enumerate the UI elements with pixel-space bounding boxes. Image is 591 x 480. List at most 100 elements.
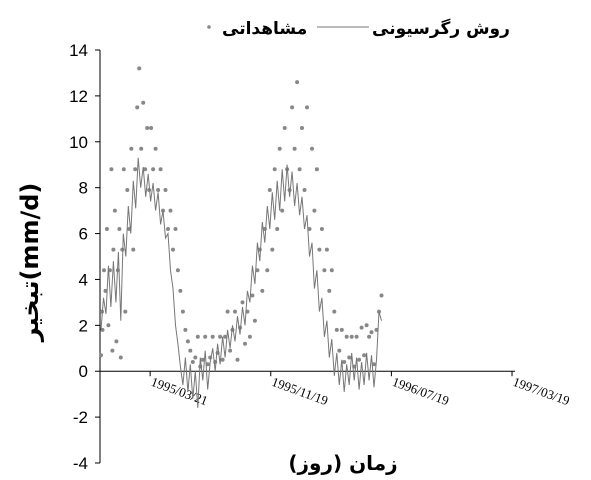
observed-point xyxy=(310,146,314,151)
observed-point xyxy=(372,362,376,367)
series-layer xyxy=(99,66,384,408)
observed-point xyxy=(112,208,117,213)
observed-point xyxy=(322,268,327,273)
observed-point xyxy=(235,357,240,362)
observed-point xyxy=(171,247,175,252)
y-tick-label: 12 xyxy=(69,87,88,106)
observed-point xyxy=(324,247,329,252)
observed-point xyxy=(205,362,210,367)
observed-point xyxy=(153,146,158,151)
observed-point xyxy=(344,334,349,339)
observed-point xyxy=(185,339,190,344)
observed-point xyxy=(265,268,270,273)
observed-point xyxy=(133,167,138,172)
y-tick-label: 2 xyxy=(79,316,88,335)
observed-point xyxy=(295,80,300,85)
observed-point xyxy=(364,323,369,328)
observed-point xyxy=(104,227,109,231)
observed-point xyxy=(190,360,195,364)
observed-point xyxy=(173,227,178,231)
observed-point xyxy=(166,227,170,231)
y-axis: -4 -2 0 2 4 6 8 10 12 14 xyxy=(69,41,101,473)
observed-point xyxy=(252,318,257,323)
observed-point xyxy=(359,325,364,330)
observed-point xyxy=(277,146,282,151)
observed-point xyxy=(302,188,307,192)
observed-point xyxy=(250,293,255,298)
observed-point xyxy=(314,167,319,172)
y-tick-label: 8 xyxy=(79,179,88,198)
observed-point xyxy=(319,227,324,231)
observed-point xyxy=(195,334,200,339)
y-tick-label: 6 xyxy=(79,225,88,244)
observed-point xyxy=(300,126,304,130)
observed-point xyxy=(118,355,123,360)
observed-point xyxy=(103,288,108,293)
observed-point xyxy=(334,327,339,332)
observed-point xyxy=(342,360,347,364)
observed-point xyxy=(339,327,344,332)
chart-legend: مشاهداتی روش رگرسیونی xyxy=(207,18,510,39)
observed-point xyxy=(151,167,156,172)
observed-point xyxy=(135,105,140,110)
legend-label-observed: مشاهداتی xyxy=(222,19,307,39)
y-tick-label: 0 xyxy=(79,362,88,381)
observed-point xyxy=(220,357,225,362)
observed-point xyxy=(175,268,180,273)
observed-point xyxy=(131,247,136,252)
observed-point xyxy=(275,227,280,231)
observed-point xyxy=(183,327,188,332)
observed-point xyxy=(106,323,111,328)
observed-point xyxy=(290,105,295,110)
observed-point xyxy=(240,300,245,305)
y-axis-title: تبخیر(mm/d) xyxy=(16,183,44,343)
observed-point xyxy=(347,355,352,360)
observed-point xyxy=(327,288,332,293)
observed-point xyxy=(329,268,334,273)
x-tick-label: 1995/03/21 xyxy=(149,374,210,408)
observed-point xyxy=(379,293,384,298)
observed-point xyxy=(317,247,322,252)
y-tick-label: -2 xyxy=(73,408,88,427)
observed-point xyxy=(307,227,312,231)
observed-point xyxy=(156,188,161,192)
observed-point xyxy=(188,348,193,353)
observed-point xyxy=(349,334,354,339)
observed-point xyxy=(233,309,237,314)
y-tick-label: 10 xyxy=(69,133,88,152)
observed-point xyxy=(117,227,122,231)
legend-label-regression: روش رگرسیونی xyxy=(372,18,510,39)
observed-point xyxy=(145,126,150,130)
observed-point xyxy=(369,330,374,335)
observed-point xyxy=(193,355,198,360)
observed-point xyxy=(292,146,297,151)
observed-point xyxy=(280,208,285,213)
x-axis-title: زمان (روز) xyxy=(288,451,397,475)
observed-point xyxy=(137,66,142,71)
observed-point xyxy=(210,334,215,339)
x-tick-label: 1997/03/19 xyxy=(511,374,572,408)
observed-point xyxy=(203,334,208,339)
observed-point xyxy=(102,268,106,273)
observed-point xyxy=(163,188,168,192)
x-tick-label: 1995/11/19 xyxy=(270,374,330,408)
observed-point xyxy=(272,167,277,172)
observed-point xyxy=(114,339,119,344)
legend-marker-observed xyxy=(207,25,211,29)
observed-point xyxy=(110,348,115,353)
observed-point xyxy=(270,247,275,252)
observed-point xyxy=(123,309,128,314)
observed-point xyxy=(297,167,302,172)
observed-point xyxy=(247,334,252,339)
observed-point xyxy=(357,357,362,362)
observed-point xyxy=(218,334,223,339)
x-tick-label: 1996/07/19 xyxy=(390,374,451,408)
observed-point xyxy=(243,341,247,346)
observed-point xyxy=(362,353,367,358)
observed-point xyxy=(120,247,125,252)
observed-point xyxy=(255,268,260,273)
x-axis: 1995/03/21 1995/11/19 1996/07/19 1997/03/19 xyxy=(100,370,572,408)
observed-point xyxy=(168,208,173,213)
observed-point xyxy=(121,167,126,172)
